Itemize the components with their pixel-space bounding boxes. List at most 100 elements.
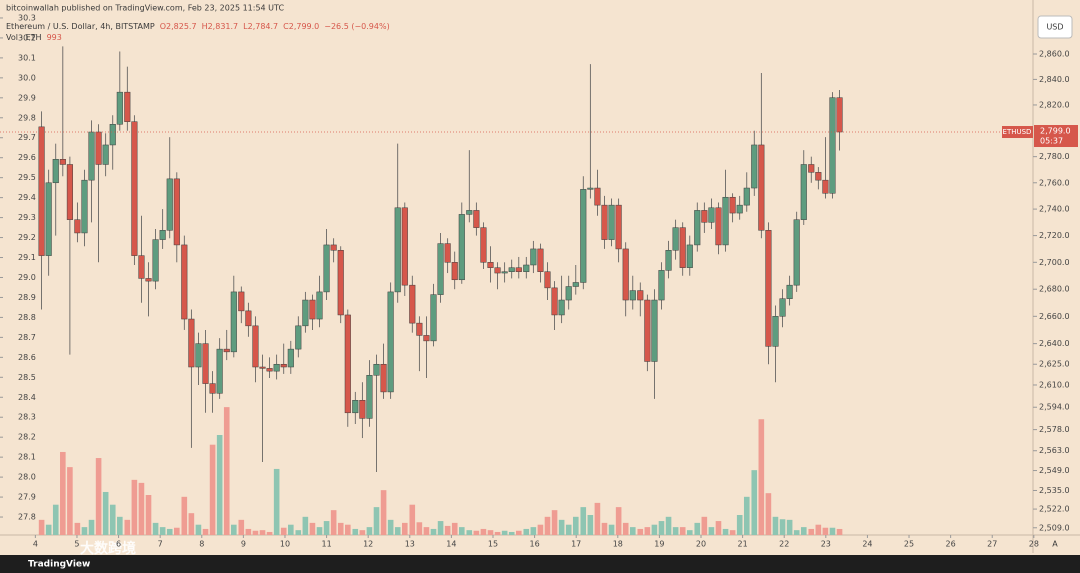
volume-bar	[480, 528, 487, 535]
x-tick-label: 25	[904, 540, 914, 549]
y2-tick-label: 29.2	[18, 233, 36, 242]
candle-body	[679, 227, 686, 268]
y2-tick-label: 30.1	[18, 53, 36, 62]
candle-body	[515, 267, 522, 272]
y2-tick-label: 29.6	[18, 153, 36, 162]
currency-button[interactable]	[1037, 15, 1073, 39]
legend-title: Ethereum / U.S. Dollar, 4h, BITSTAMP	[6, 22, 155, 31]
volume-bar	[758, 419, 765, 535]
volume-legend: Vol · ETH 993	[6, 33, 62, 42]
candle-body	[394, 207, 401, 293]
volume-bar	[238, 519, 245, 535]
candle-body	[81, 179, 88, 234]
candle-body	[743, 187, 750, 206]
candle-body	[644, 299, 651, 362]
volume-bar	[195, 524, 202, 535]
footer-bar	[0, 555, 1080, 573]
volume-bar	[359, 530, 366, 535]
y2-tick-label: 29.3	[18, 213, 36, 222]
y-tick-label: 2,660.0	[1039, 312, 1070, 321]
x-tick-label: 6	[116, 540, 121, 549]
candle-body	[572, 282, 579, 287]
candle-body	[466, 210, 473, 215]
candle-body	[444, 243, 451, 263]
y2-tick-label: 28.0	[18, 473, 36, 482]
x-tick-label: 16	[530, 540, 540, 549]
volume-bar	[608, 524, 615, 535]
volume-bar	[188, 513, 195, 535]
candle-body	[629, 290, 636, 301]
y2-tick-label: 29.5	[18, 173, 36, 182]
volume-bar	[252, 530, 259, 535]
y-tick-label: 2,640.0	[1039, 339, 1070, 348]
candle-body	[701, 210, 708, 223]
scale-mode[interactable]: A	[1052, 540, 1058, 549]
volume-bar	[501, 530, 508, 535]
x-tick-label: 23	[821, 540, 831, 549]
volume-bar	[352, 528, 359, 535]
y-tick-label: 2,860.0	[1039, 49, 1070, 58]
x-tick-label: 11	[321, 540, 331, 549]
candle-body	[615, 204, 622, 250]
publisher: bitcoinwallah published on TradingView.c…	[6, 4, 284, 13]
candle-body	[380, 363, 387, 393]
y-tick-label: 2,720.0	[1039, 231, 1070, 240]
volume-bar	[523, 528, 530, 535]
candle-body	[152, 239, 159, 282]
y-tick-label: 2,740.0	[1039, 205, 1070, 214]
candle-body	[786, 284, 793, 299]
y-tick-label: 2,535.0	[1039, 486, 1070, 495]
volume-bar	[679, 527, 686, 535]
candle-body	[601, 204, 608, 240]
volume-bar	[181, 496, 188, 535]
volume-bar	[622, 522, 629, 535]
volume-bar	[345, 524, 351, 535]
x-tick-label: 28	[1029, 540, 1039, 549]
y2-tick-label: 29.0	[18, 273, 36, 282]
candle-body	[45, 182, 52, 256]
volume-bar	[743, 496, 750, 535]
volume-bar	[558, 519, 565, 535]
volume-bar	[686, 530, 693, 535]
candle-body	[451, 262, 458, 281]
candle-body	[637, 290, 644, 301]
candle-body	[530, 248, 537, 266]
y2-tick-label: 28.4	[18, 393, 36, 402]
legend-value: L2,784.7	[243, 22, 278, 31]
candle-body	[95, 131, 102, 165]
x-tick-label: 27	[987, 540, 997, 549]
volume-bar	[81, 527, 88, 535]
volume-bar	[530, 527, 537, 535]
candle-body	[815, 172, 822, 181]
volume-bar	[665, 516, 672, 535]
volume-bar	[672, 527, 679, 535]
y2-tick-label: 28.2	[18, 433, 36, 442]
volume-bar	[694, 522, 701, 535]
x-tick-label: 9	[241, 540, 246, 549]
candle-body	[808, 164, 815, 173]
volume-bar	[202, 528, 209, 535]
candle-body	[708, 207, 715, 223]
legend-value: O2,825.7	[160, 22, 197, 31]
y-tick-label: 2,820.0	[1039, 100, 1070, 109]
y2-tick-label: 28.9	[18, 293, 36, 302]
candle-body	[473, 210, 480, 228]
volume-bar	[38, 519, 45, 535]
candle-body	[216, 348, 223, 394]
y-tick-label: 2,625.0	[1039, 360, 1070, 369]
candle-body	[822, 179, 829, 194]
y-tick-label: 2,760.0	[1039, 178, 1070, 187]
currency[interactable]: USD	[1046, 23, 1063, 32]
x-tick-label: 4	[33, 540, 38, 549]
candle-body	[302, 299, 309, 327]
volume-bar	[131, 479, 138, 535]
x-tick-label: 17	[571, 540, 581, 549]
y-tick-label: 2,594.0	[1039, 403, 1070, 412]
x-tick-label: 5	[74, 540, 79, 549]
candle-body	[287, 348, 294, 368]
volume-bar	[45, 524, 52, 535]
candle-body	[373, 363, 380, 376]
y2-tick-label: 28.7	[18, 333, 36, 342]
candle-body	[779, 298, 786, 317]
volume-bar	[658, 521, 665, 535]
